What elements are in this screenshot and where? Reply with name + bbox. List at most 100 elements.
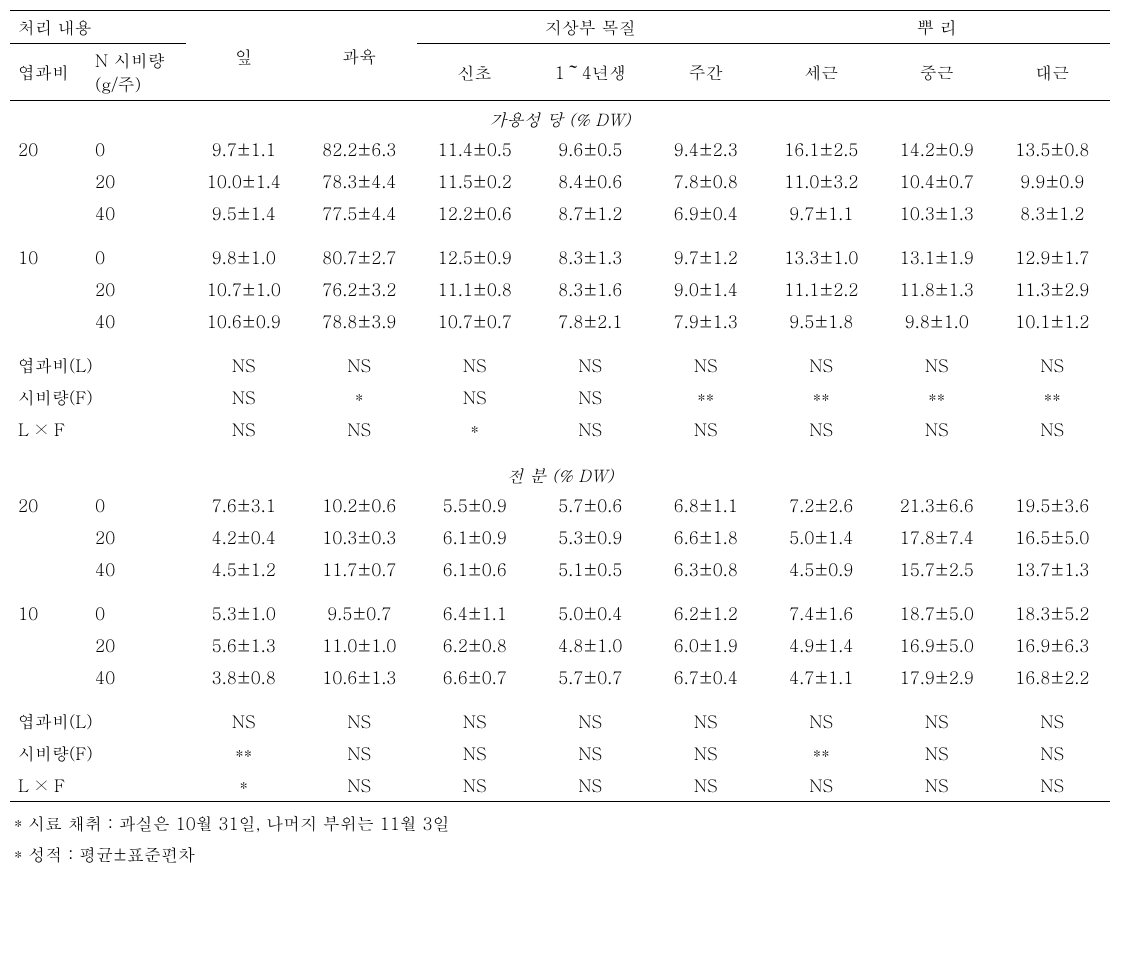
data-cell: 6.6±1.8 — [648, 521, 764, 553]
n-rate-cell: 20 — [87, 165, 186, 197]
leaf-ratio-cell: 20 — [10, 489, 87, 521]
stat-label: 시비량(F) — [10, 737, 186, 769]
stat-cell: NS — [186, 349, 302, 381]
stat-cell: NS — [302, 413, 418, 445]
data-cell: 78.3±4.4 — [302, 165, 418, 197]
data-cell: 4.8±1.0 — [533, 629, 649, 661]
data-cell: 4.9±1.4 — [764, 629, 880, 661]
data-cell: 11.7±0.7 — [302, 553, 418, 585]
hdr-shoot: 신초 — [417, 44, 533, 101]
stat-cell: NS — [186, 413, 302, 445]
data-cell: 82.2±6.3 — [302, 133, 418, 165]
stat-cell: NS — [302, 349, 418, 381]
data-cell: 4.2±0.4 — [186, 521, 302, 553]
stat-cell: NS — [533, 349, 649, 381]
data-cell: 5.0±1.4 — [764, 521, 880, 553]
n-rate-cell: 0 — [87, 241, 186, 273]
data-cell: 9.5±1.8 — [764, 305, 880, 337]
data-cell: 17.8±7.4 — [879, 521, 995, 553]
data-cell: 5.1±0.5 — [533, 553, 649, 585]
data-cell: 6.4±1.1 — [417, 597, 533, 629]
data-cell: 7.6±3.1 — [186, 489, 302, 521]
leaf-ratio-cell — [10, 521, 87, 553]
n-rate-cell: 40 — [87, 553, 186, 585]
stat-label: 시비량(F) — [10, 381, 186, 413]
stat-cell: NS — [764, 705, 880, 737]
data-cell: 8.7±1.2 — [533, 197, 649, 229]
hdr-branch: 1～4년생 — [533, 44, 649, 101]
data-cell: 16.1±2.5 — [764, 133, 880, 165]
stat-cell: NS — [533, 413, 649, 445]
stat-cell: NS — [417, 769, 533, 802]
stat-cell: NS — [302, 769, 418, 802]
data-cell: 13.1±1.9 — [879, 241, 995, 273]
data-cell: 6.2±1.2 — [648, 597, 764, 629]
stat-label: 엽과비(L) — [10, 349, 186, 381]
data-cell: 11.8±1.3 — [879, 273, 995, 305]
data-cell: 21.3±6.6 — [879, 489, 995, 521]
leaf-ratio-cell — [10, 165, 87, 197]
data-cell: 5.6±1.3 — [186, 629, 302, 661]
hdr-large-root: 대근 — [995, 44, 1111, 101]
table-body: 가용성 당 (% DW)2009.7±1.182.2±6.311.4±0.59.… — [10, 101, 1110, 802]
stat-cell: ** — [764, 737, 880, 769]
stat-cell: * — [417, 413, 533, 445]
data-cell: 17.9±2.9 — [879, 661, 995, 693]
data-cell: 10.6±1.3 — [302, 661, 418, 693]
data-cell: 9.4±2.3 — [648, 133, 764, 165]
stat-cell: NS — [302, 705, 418, 737]
note-line-2: * 성적 : 평균±표준편차 — [14, 839, 1110, 870]
leaf-ratio-cell: 20 — [10, 133, 87, 165]
data-cell: 13.5±0.8 — [995, 133, 1111, 165]
hdr-leaf-ratio: 엽과비 — [10, 44, 87, 101]
hdr-leaf: 잎 — [186, 11, 302, 101]
n-rate-cell: 0 — [87, 133, 186, 165]
stat-cell: NS — [995, 349, 1111, 381]
n-rate-cell: 40 — [87, 197, 186, 229]
data-cell: 3.8±0.8 — [186, 661, 302, 693]
stat-cell: NS — [648, 769, 764, 802]
hdr-root-group: 뿌 리 — [764, 11, 1111, 44]
data-table-container: 처리 내용 잎 과육 지상부 목질 뿌 리 엽과비 N 시비량 (g/주) 신초… — [10, 10, 1110, 869]
data-cell: 8.4±0.6 — [533, 165, 649, 197]
data-cell: 7.9±1.3 — [648, 305, 764, 337]
leaf-ratio-cell — [10, 661, 87, 693]
stat-cell: NS — [648, 413, 764, 445]
stat-cell: * — [302, 381, 418, 413]
stat-cell: NS — [186, 381, 302, 413]
hdr-n-rate-label: N 시비량 — [95, 48, 165, 72]
data-cell: 5.7±0.6 — [533, 489, 649, 521]
data-cell: 6.9±0.4 — [648, 197, 764, 229]
stat-label: L × F — [10, 413, 186, 445]
data-cell: 10.4±0.7 — [879, 165, 995, 197]
note-line-1: * 시료 채취 : 과실은 10월 31일, 나머지 부위는 11월 3일 — [14, 808, 1110, 839]
data-cell: 4.7±1.1 — [764, 661, 880, 693]
data-cell: 10.7±1.0 — [186, 273, 302, 305]
n-rate-cell: 20 — [87, 273, 186, 305]
data-cell: 9.5±1.4 — [186, 197, 302, 229]
n-rate-cell: 20 — [87, 629, 186, 661]
data-cell: 9.5±0.7 — [302, 597, 418, 629]
stat-cell: NS — [879, 769, 995, 802]
stat-cell: * — [186, 769, 302, 802]
stat-cell: NS — [995, 413, 1111, 445]
stat-cell: NS — [879, 737, 995, 769]
hdr-n-rate-unit: (g/주) — [95, 72, 141, 96]
data-cell: 18.7±5.0 — [879, 597, 995, 629]
stat-cell: NS — [533, 769, 649, 802]
data-cell: 7.8±2.1 — [533, 305, 649, 337]
hdr-fine-root: 세근 — [764, 44, 880, 101]
data-cell: 78.8±3.9 — [302, 305, 418, 337]
n-rate-cell: 20 — [87, 521, 186, 553]
data-cell: 6.0±1.9 — [648, 629, 764, 661]
data-table: 처리 내용 잎 과육 지상부 목질 뿌 리 엽과비 N 시비량 (g/주) 신초… — [10, 10, 1110, 802]
leaf-ratio-cell — [10, 273, 87, 305]
data-cell: 80.7±2.7 — [302, 241, 418, 273]
data-cell: 19.5±3.6 — [995, 489, 1111, 521]
data-cell: 7.8±0.8 — [648, 165, 764, 197]
data-cell: 8.3±1.3 — [533, 241, 649, 273]
stat-cell: NS — [417, 381, 533, 413]
data-cell: 9.0±1.4 — [648, 273, 764, 305]
stat-cell: NS — [764, 349, 880, 381]
data-cell: 4.5±1.2 — [186, 553, 302, 585]
